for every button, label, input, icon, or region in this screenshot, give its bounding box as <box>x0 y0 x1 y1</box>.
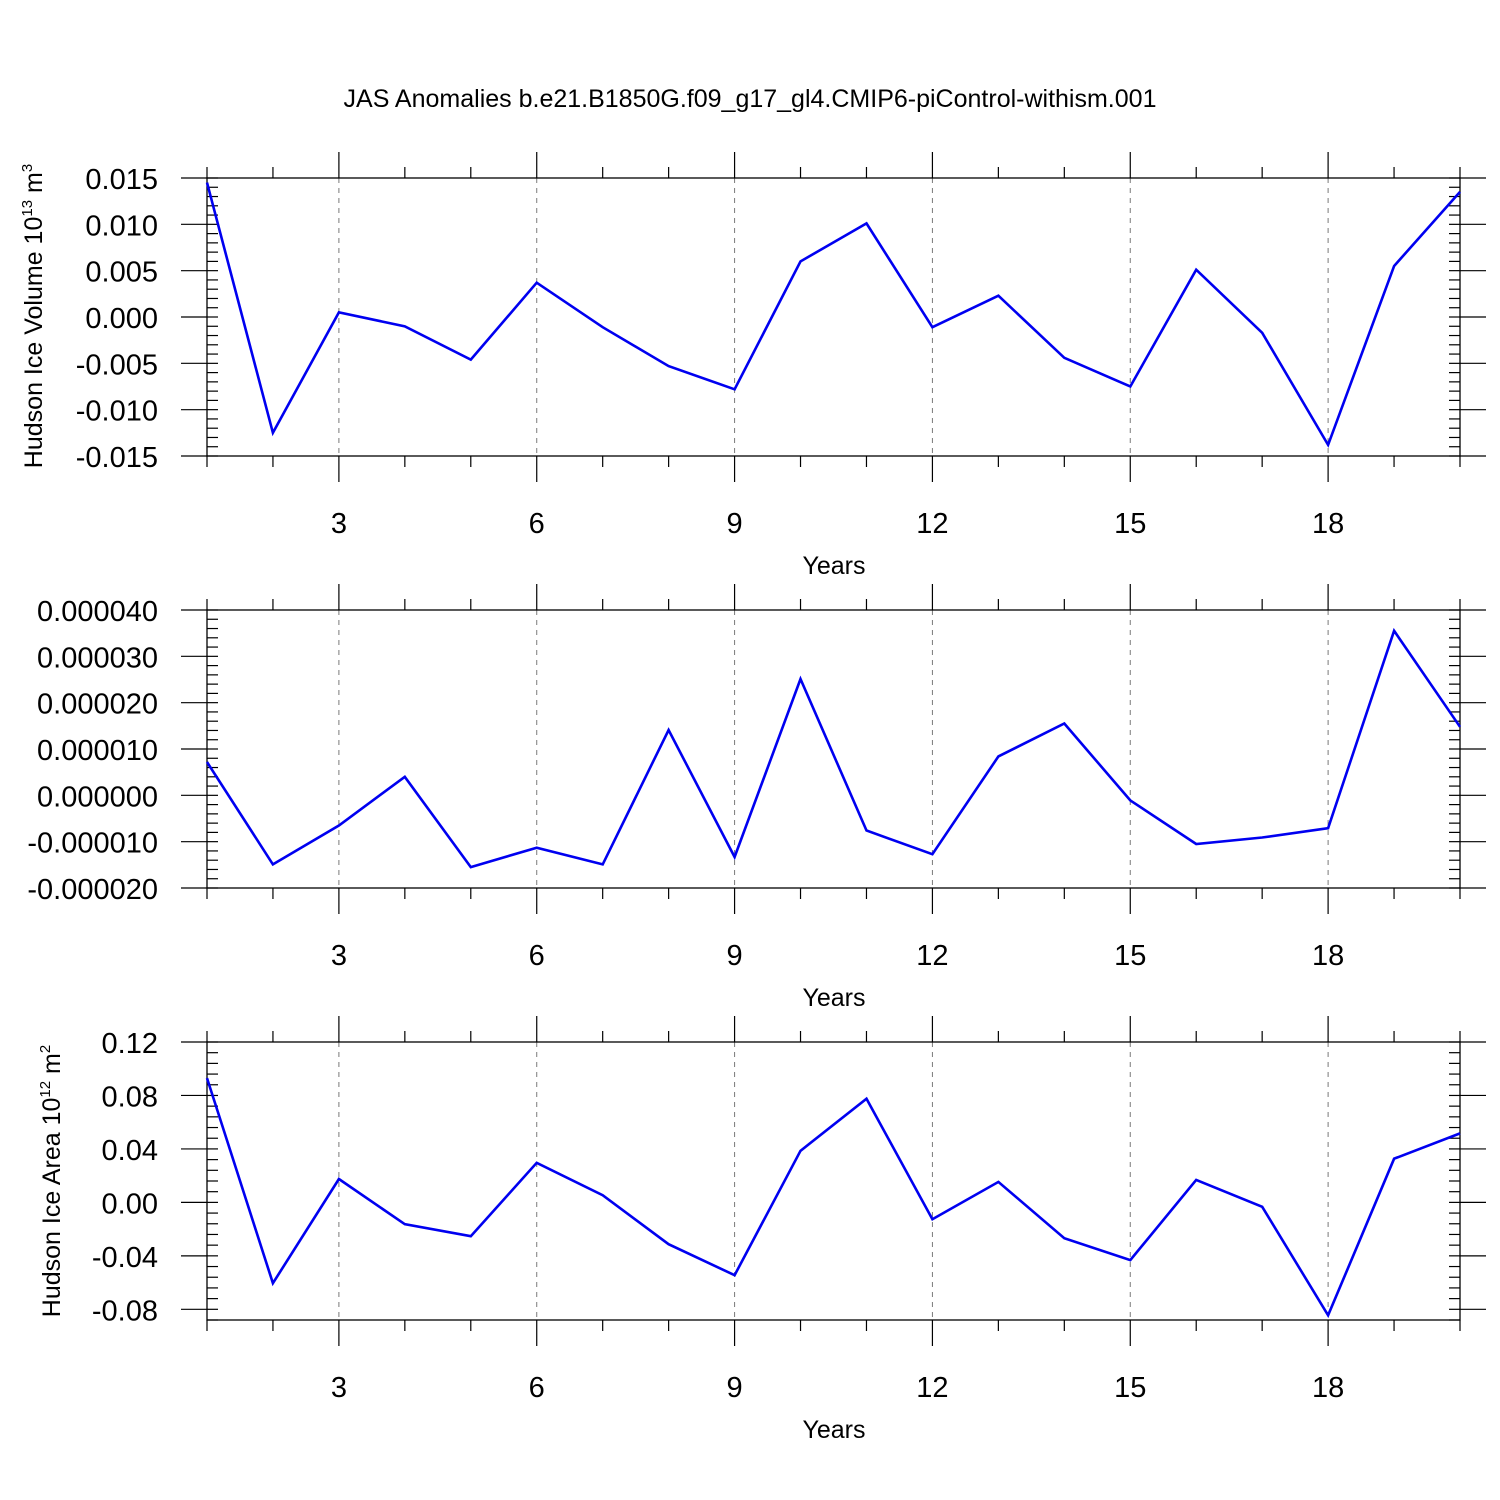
y-tick-label: 0.04 <box>102 1135 158 1167</box>
x-axis-title: Years <box>802 1416 865 1444</box>
y-tick-label: 0.015 <box>85 164 158 196</box>
ice-volume-panel: 3 6 9 12 15 18 Years -0.015 -0.010 -0.005 0.000 0.0… <box>19 152 1486 580</box>
x-tick-label: 12 <box>916 940 948 972</box>
x-tick-label: 6 <box>529 940 545 972</box>
y-tick-label: 0.08 <box>102 1081 158 1113</box>
y-tick-label: 0.000020 <box>37 689 158 721</box>
y-tick-label: 0.000010 <box>37 735 158 767</box>
x-tick-label: 9 <box>727 508 743 540</box>
y-tick-label: -0.005 <box>76 349 158 381</box>
x-tick-label: 6 <box>529 508 545 540</box>
x-tick-label: 6 <box>529 1372 545 1404</box>
y-tick-label: 0.12 <box>102 1028 158 1060</box>
x-tick-label: 9 <box>727 1372 743 1404</box>
ice-area-panel: 3 6 9 12 15 18 Years -0.08 -0.04 0.00 0.04 0.08 0.12… <box>37 1016 1486 1444</box>
y-tick-label: 0.005 <box>85 257 158 289</box>
x-tick-label: 3 <box>331 1372 347 1404</box>
plot-frame <box>206 1041 1461 1321</box>
x-tick-label: 18 <box>1312 508 1344 540</box>
x-tick-label: 15 <box>1114 940 1146 972</box>
x-tick-label: 18 <box>1312 1372 1344 1404</box>
series-line <box>205 1077 1461 1319</box>
y-axis-title: Hudson Ice Volume 1013 m3 <box>19 164 48 468</box>
y-tick-label: -0.04 <box>92 1242 158 1274</box>
plot-frame <box>206 177 1461 457</box>
series-line <box>205 627 1462 869</box>
y-tick-label: -0.000010 <box>27 828 158 860</box>
plot-frame <box>206 609 1461 889</box>
y-tick-label: -0.000020 <box>27 874 158 906</box>
x-tick-label: 15 <box>1114 508 1146 540</box>
y-tick-label: 0.010 <box>85 210 158 242</box>
middle-anomaly-panel: 3 6 9 12 15 18 Years -0.000020 -0.000010 0.000000… <box>27 584 1486 1012</box>
x-tick-label: 18 <box>1312 940 1344 972</box>
series-line <box>205 182 1461 448</box>
x-tick-label: 9 <box>727 940 743 972</box>
x-axis-title: Years <box>802 552 865 580</box>
y-tick-label: 0.000030 <box>37 642 158 674</box>
x-tick-label: 3 <box>331 508 347 540</box>
y-tick-label: -0.010 <box>76 396 158 428</box>
chart-title: JAS Anomalies b.e21.B1850G.f09_g17_gl4.C… <box>344 85 1157 113</box>
x-tick-label: 12 <box>916 1372 948 1404</box>
x-axis-title: Years <box>802 984 865 1012</box>
x-tick-label: 3 <box>331 940 347 972</box>
y-tick-label: 0.000 <box>85 303 158 335</box>
x-tick-label: 15 <box>1114 1372 1146 1404</box>
y-tick-label: 0.00 <box>102 1188 158 1220</box>
y-tick-label: -0.015 <box>76 442 158 474</box>
y-tick-label: 0.000000 <box>37 781 158 813</box>
y-tick-label: 0.000040 <box>37 596 158 628</box>
y-tick-label: -0.08 <box>92 1295 158 1327</box>
y-axis-title: Hudson Ice Area 1012 m2 <box>37 1045 66 1317</box>
x-tick-label: 12 <box>916 508 948 540</box>
